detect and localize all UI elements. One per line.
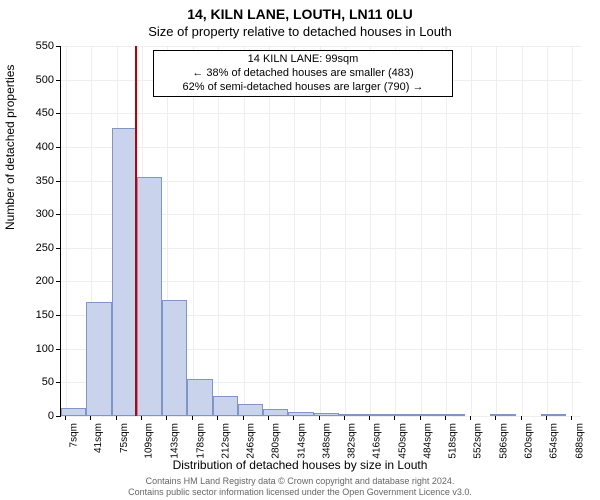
y-tick-mark xyxy=(56,46,60,47)
x-tick-mark xyxy=(192,416,193,420)
histogram-bar xyxy=(213,396,238,416)
x-tick-mark xyxy=(571,416,572,420)
histogram-bar xyxy=(86,302,111,416)
histogram-bar xyxy=(263,409,288,416)
annotation-line3: 62% of semi-detached houses are larger (… xyxy=(158,81,448,95)
histogram-bar xyxy=(440,414,465,416)
y-tick-label: 50 xyxy=(42,376,54,388)
annotation-line1: 14 KILN LANE: 99sqm xyxy=(158,53,448,67)
x-tick-mark xyxy=(420,416,421,420)
histogram-bar xyxy=(288,412,313,416)
x-tick-mark xyxy=(293,416,294,420)
reference-line xyxy=(135,46,137,416)
x-tick-mark xyxy=(369,416,370,420)
annotation-line2: ← 38% of detached houses are smaller (48… xyxy=(158,67,448,81)
histogram-bar xyxy=(314,413,339,416)
y-tick-label: 100 xyxy=(36,343,54,355)
y-tick-label: 450 xyxy=(36,107,54,119)
x-tick-mark xyxy=(344,416,345,420)
y-tick-mark xyxy=(56,147,60,148)
y-tick-label: 500 xyxy=(36,74,54,86)
histogram-bar xyxy=(61,408,86,416)
histogram-bar xyxy=(541,414,566,416)
y-tick-label: 200 xyxy=(36,275,54,287)
y-tick-mark xyxy=(56,80,60,81)
y-tick-mark xyxy=(56,181,60,182)
x-tick-mark xyxy=(470,416,471,420)
footer: Contains HM Land Registry data © Crown c… xyxy=(0,476,600,498)
histogram-bar xyxy=(415,414,440,416)
y-tick-mark xyxy=(56,382,60,383)
histogram-bar xyxy=(238,404,263,416)
y-tick-label: 350 xyxy=(36,175,54,187)
histogram-bar xyxy=(162,300,187,416)
chart-title-sub: Size of property relative to detached ho… xyxy=(0,24,600,39)
y-axis-label: Number of detached properties xyxy=(3,65,17,230)
x-tick-mark xyxy=(116,416,117,420)
chart-root: 14, KILN LANE, LOUTH, LN11 0LU Size of p… xyxy=(0,0,600,500)
y-tick-label: 0 xyxy=(48,410,54,422)
x-tick-mark xyxy=(495,416,496,420)
y-tick-mark xyxy=(56,416,60,417)
plot-area: 14 KILN LANE: 99sqm ← 38% of detached ho… xyxy=(60,46,581,417)
x-tick-mark xyxy=(546,416,547,420)
histogram-bar xyxy=(389,414,414,416)
hgrid xyxy=(61,416,581,417)
histogram-bar xyxy=(187,379,212,416)
x-tick-mark xyxy=(90,416,91,420)
x-axis-label: Distribution of detached houses by size … xyxy=(0,458,600,472)
y-tick-mark xyxy=(56,315,60,316)
histogram-bar xyxy=(112,128,137,416)
bars-container xyxy=(61,46,581,416)
y-tick-label: 550 xyxy=(36,40,54,52)
footer-line2: Contains public sector information licen… xyxy=(0,487,600,498)
y-tick-mark xyxy=(56,113,60,114)
annotation-box: 14 KILN LANE: 99sqm ← 38% of detached ho… xyxy=(153,50,453,97)
y-tick-label: 150 xyxy=(36,309,54,321)
histogram-bar xyxy=(339,414,364,416)
x-tick-mark xyxy=(521,416,522,420)
y-tick-mark xyxy=(56,281,60,282)
x-tick-mark xyxy=(243,416,244,420)
y-tick-label: 250 xyxy=(36,242,54,254)
y-tick-mark xyxy=(56,349,60,350)
x-tick-mark xyxy=(166,416,167,420)
y-tick-label: 300 xyxy=(36,208,54,220)
histogram-bar xyxy=(490,414,515,416)
y-tick-mark xyxy=(56,214,60,215)
x-tick-mark xyxy=(394,416,395,420)
x-tick-mark xyxy=(268,416,269,420)
y-tick-mark xyxy=(56,248,60,249)
histogram-bar xyxy=(364,414,389,416)
x-tick-mark xyxy=(65,416,66,420)
y-tick-label: 400 xyxy=(36,141,54,153)
x-tick-mark xyxy=(141,416,142,420)
x-tick-mark xyxy=(445,416,446,420)
histogram-bar xyxy=(137,177,162,416)
chart-title-main: 14, KILN LANE, LOUTH, LN11 0LU xyxy=(0,6,600,22)
x-tick-mark xyxy=(217,416,218,420)
x-tick-mark xyxy=(319,416,320,420)
footer-line1: Contains HM Land Registry data © Crown c… xyxy=(0,476,600,487)
